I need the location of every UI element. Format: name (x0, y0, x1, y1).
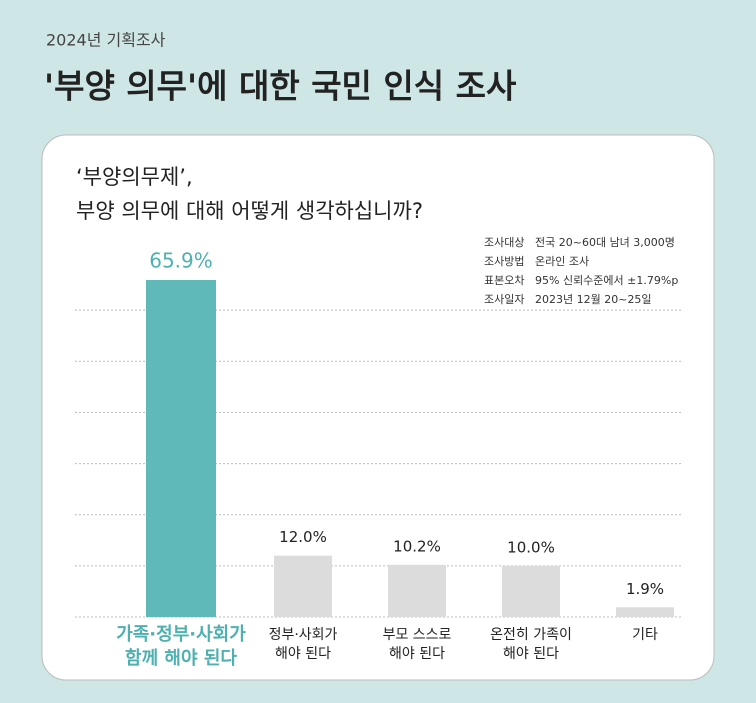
x-tick-label: 부모 스스로 (383, 627, 452, 643)
info-label: 조사방법 (484, 255, 524, 268)
value-label: 10.0% (507, 538, 555, 556)
x-tick-label: 정부·사회가 (269, 627, 338, 643)
x-tick-label: 해야 된다 (275, 646, 331, 662)
value-label: 12.0% (279, 528, 327, 546)
info-value: 2023년 12월 20~25일 (535, 292, 652, 306)
x-tick-label: 해야 된다 (503, 646, 559, 662)
info-label: 조사일자 (484, 292, 524, 306)
bar (146, 279, 216, 617)
value-label: 10.2% (393, 537, 441, 555)
info-value: 온라인 조사 (535, 255, 589, 268)
info-value: 95% 신뢰수준에서 ±1.79%p (535, 274, 678, 287)
x-tick-label: 가족·정부·사회가 (116, 624, 246, 645)
question-line: ‘부양의무제’, (76, 165, 193, 189)
kicker: 2024년 기획조사 (46, 31, 166, 50)
question-line: 부양 의무에 대해 어떻게 생각하십니까? (76, 199, 423, 223)
value-label: 1.9% (626, 580, 664, 598)
bar (502, 565, 560, 617)
info-label: 표본오차 (484, 274, 524, 287)
value-label: 65.9% (149, 248, 213, 272)
x-tick-label: 온전히 가족이 (490, 627, 572, 643)
x-tick-label: 함께 해야 된다 (125, 647, 237, 669)
page-title: '부양 의무'에 대한 국민 인식 조사 (44, 67, 517, 106)
info-value: 전국 20~60대 남녀 3,000명 (535, 236, 675, 249)
bar (388, 564, 446, 617)
bar (616, 607, 674, 617)
info-label: 조사대상 (484, 236, 524, 249)
x-tick-label: 해야 된다 (389, 646, 445, 662)
bar (274, 555, 332, 617)
x-tick-label: 기타 (632, 627, 658, 643)
